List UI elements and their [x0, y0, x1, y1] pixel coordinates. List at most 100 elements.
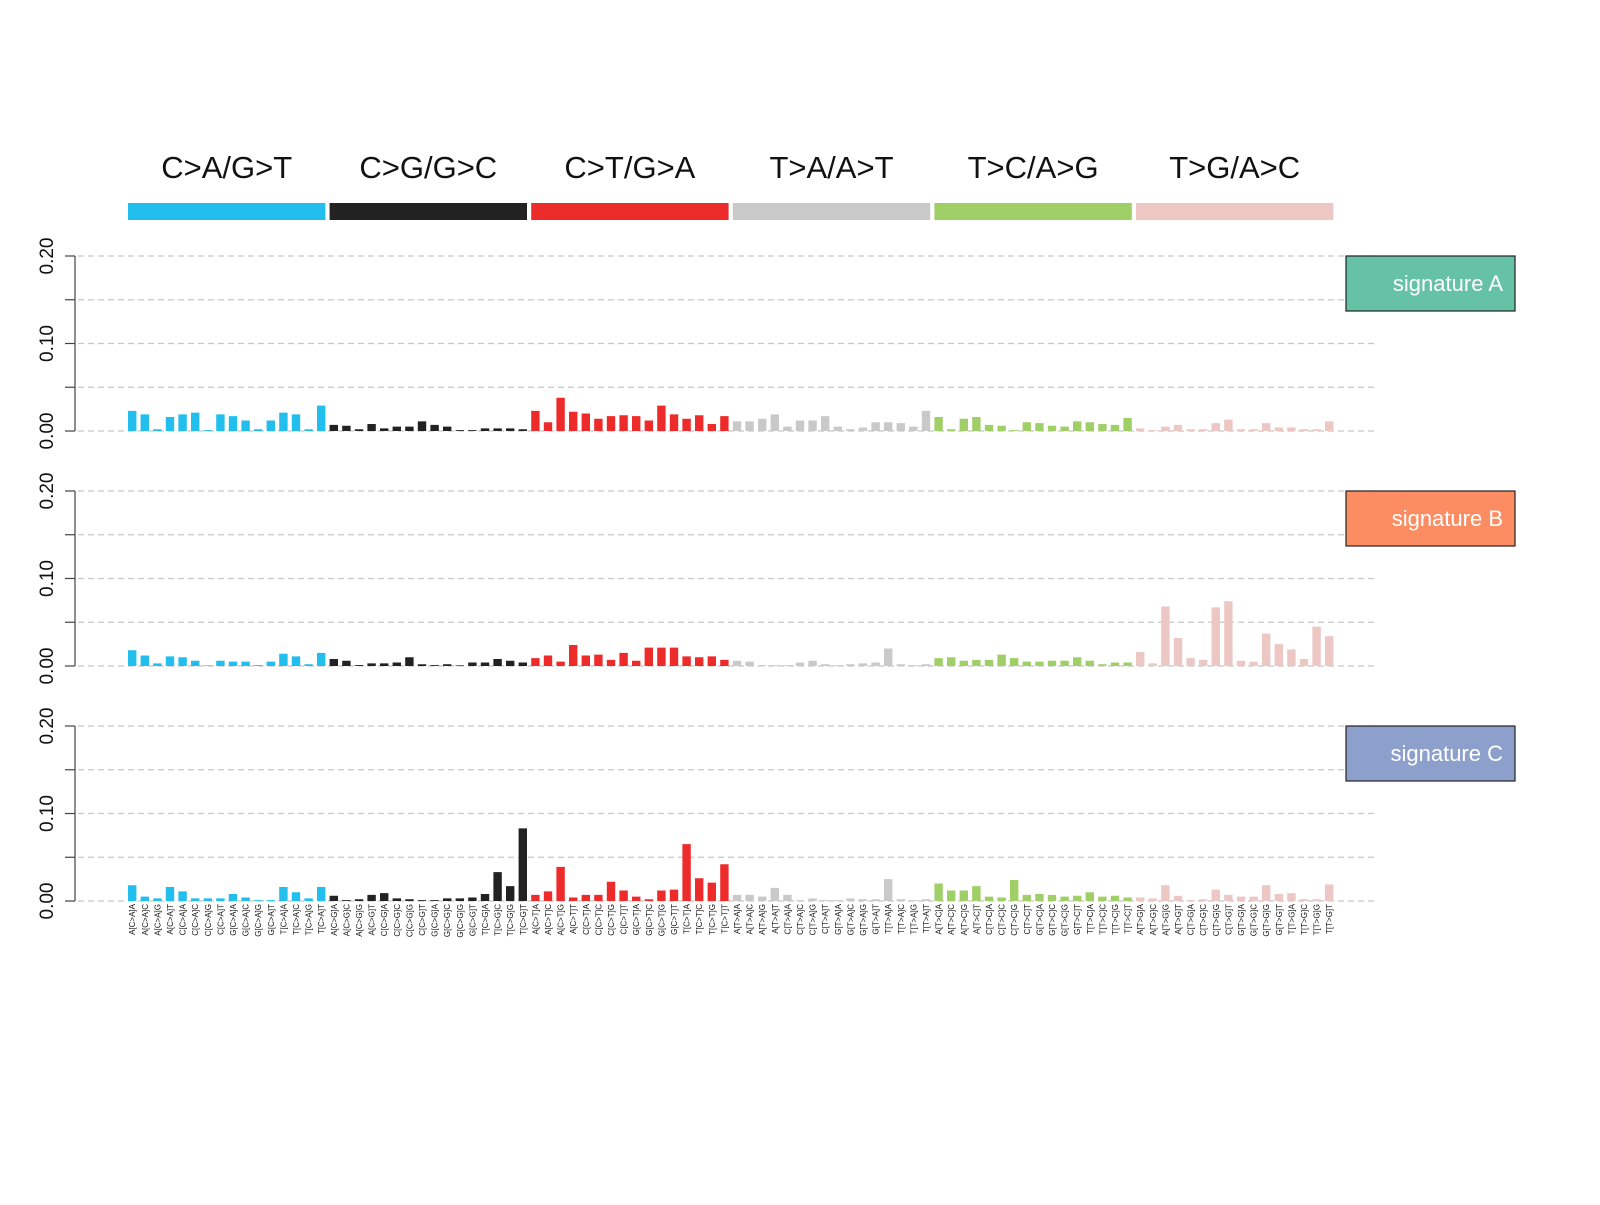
bar-signature-c-c-c-a-c	[191, 898, 200, 901]
group-color-strip-t-c-a-g	[934, 203, 1132, 220]
bar-signature-c-g-c-a-a	[228, 894, 238, 901]
x-tick-label: G[C>A]C	[242, 904, 251, 936]
bar-signature-c-c-t-g-c	[1199, 899, 1208, 901]
x-tick-label: C[C>A]C	[191, 904, 200, 936]
bar-signature-c-c-c-t-c	[594, 894, 603, 901]
y-tick-label: 0.00	[37, 883, 58, 920]
y-tick-label: 0.20	[37, 473, 58, 510]
signature-panels: 0.00 0.10 0.20 signature A 0.00 0.10 0.20 signa…	[37, 238, 1516, 920]
bar-signature-a-t-c-g-a	[480, 428, 490, 431]
bar-signature-c-g-c-g-a	[430, 900, 439, 901]
bar-signature-a-a-c-a-t	[165, 417, 175, 431]
bar-signature-a-a-t-g-g	[1161, 426, 1170, 431]
x-tick-label: C[C>G]G	[405, 904, 414, 937]
group-color-strip-t-g-a-c	[1136, 203, 1334, 220]
bar-signature-c-c-t-g-t	[1224, 894, 1233, 901]
bar-signature-a-t-t-a-t	[921, 410, 931, 431]
bar-signature-c-c-t-c-c	[997, 897, 1006, 901]
bar-signature-b-c-c-t-t	[619, 652, 628, 666]
bar-signature-b-a-c-g-g	[354, 665, 364, 666]
bar-signature-a-a-c-g-c	[342, 425, 351, 431]
bar-signature-b-t-c-a-c	[291, 656, 301, 666]
bar-signature-c-g-c-a-t	[266, 900, 275, 901]
x-tick-label: T[C>T]T	[720, 904, 729, 934]
bar-signature-a-g-t-c-c	[1047, 425, 1057, 431]
bar-signature-a-t-t-g-a	[1287, 427, 1296, 431]
bar-signature-b-c-c-g-t	[417, 664, 427, 666]
bar-signature-a-a-c-a-c	[140, 414, 149, 431]
x-tick-label: C[C>T]T	[620, 904, 629, 935]
bar-signature-a-g-c-a-a	[228, 416, 238, 431]
x-tick-label: T[T>A]A	[884, 903, 893, 933]
bar-signature-a-c-c-g-t	[417, 421, 427, 431]
bar-signature-a-c-c-t-g	[606, 416, 616, 431]
bar-signature-a-a-c-g-t	[367, 424, 376, 431]
bar-signature-c-g-c-a-c	[241, 897, 250, 901]
panel-signature-c: 0.00 0.10 0.20 signature C	[37, 708, 1516, 920]
y-tick-label: 0.20	[37, 708, 58, 745]
bar-signature-c-g-t-c-t	[1073, 895, 1082, 901]
bar-signature-a-a-t-a-c	[745, 421, 754, 431]
bar-signature-b-t-c-a-t	[317, 652, 326, 666]
x-tick-label: A[C>T]G	[557, 904, 566, 935]
x-tick-label: A[C>G]A	[330, 903, 339, 935]
bar-signature-b-c-c-g-c	[392, 662, 401, 666]
bar-signature-c-a-c-a-a	[128, 885, 137, 901]
y-tick-label: 0.00	[37, 413, 58, 450]
x-tick-label: A[C>G]G	[355, 904, 364, 937]
bar-signature-c-a-c-t-c	[543, 891, 553, 901]
x-tick-label: A[T>A]C	[746, 904, 755, 935]
signature-label-box	[1345, 490, 1516, 547]
x-tick-label: G[C>A]T	[267, 904, 276, 935]
bar-signature-b-g-c-t-g	[657, 647, 666, 666]
bar-signature-b-g-c-g-g	[455, 665, 464, 666]
bar-signature-b-t-t-g-t	[1325, 636, 1334, 666]
bar-signature-a-c-c-t-t	[619, 415, 628, 431]
bar-signature-b-c-t-a-c	[795, 662, 805, 666]
bar-signature-a-t-t-a-c	[896, 423, 905, 431]
bar-signature-b-g-t-a-c	[846, 664, 855, 666]
x-tick-label: T[C>T]C	[695, 904, 704, 935]
y-tick-label: 0.00	[37, 648, 58, 685]
bar-signature-b-a-c-t-t	[569, 645, 578, 666]
bar-signature-a-t-c-g-t	[518, 429, 527, 431]
bar-signature-c-c-c-g-a	[380, 893, 389, 901]
x-tick-label: C[C>T]C	[594, 904, 603, 936]
bar-signature-b-c-t-a-g	[808, 660, 817, 666]
bar-signature-a-g-c-g-a	[430, 424, 439, 431]
bar-signature-a-c-c-g-a	[380, 428, 389, 431]
signature-label: signature C	[1390, 741, 1503, 766]
bar-signature-b-a-t-g-a	[1136, 652, 1145, 666]
bar-signature-b-a-t-g-g	[1161, 606, 1170, 666]
bar-signature-c-t-c-g-a	[480, 894, 490, 901]
bar-signature-a-c-c-a-a	[178, 414, 187, 431]
y-tick-label: 0.20	[37, 238, 58, 275]
x-tick-label: A[C>G]C	[342, 904, 351, 936]
x-tick-label: A[T>C]T	[972, 904, 981, 934]
bar-signature-b-t-c-t-t	[720, 659, 729, 666]
bar-signature-c-a-c-g-g	[354, 899, 364, 901]
x-tick-label: A[C>T]C	[544, 904, 553, 935]
bar-signature-b-a-t-a-a	[732, 660, 742, 666]
signature-label-box	[1345, 255, 1516, 312]
bar-signature-b-g-t-g-a	[1236, 660, 1246, 666]
bar-signature-c-a-c-g-c	[342, 900, 351, 901]
bar-signature-c-t-c-g-c	[493, 872, 502, 901]
bar-signature-b-g-t-g-c	[1249, 661, 1258, 666]
x-tick-label: G[T>C]T	[1073, 904, 1082, 935]
bar-signature-a-a-c-a-g	[153, 429, 162, 431]
bar-signature-b-t-c-a-g	[304, 664, 313, 666]
bar-signature-b-c-t-a-a	[783, 665, 792, 666]
x-tick-label: T[C>G]A	[481, 903, 490, 935]
bar-signature-b-c-c-t-a	[581, 655, 590, 666]
bar-signature-b-g-c-a-c	[241, 661, 250, 666]
bar-signature-c-g-c-a-g	[254, 900, 263, 901]
x-tick-label: T[C>T]G	[708, 904, 717, 935]
bar-signature-a-g-t-g-g	[1262, 423, 1271, 431]
bar-signature-b-c-c-a-t	[216, 660, 225, 666]
bar-signature-a-g-c-t-t	[669, 414, 679, 431]
x-tick-label: T[T>A]C	[897, 904, 906, 934]
bar-signature-b-t-c-g-g	[506, 660, 515, 666]
group-label-c-t-g-a: C>T/G>A	[564, 150, 695, 185]
y-tick-label: 0.10	[37, 325, 58, 362]
